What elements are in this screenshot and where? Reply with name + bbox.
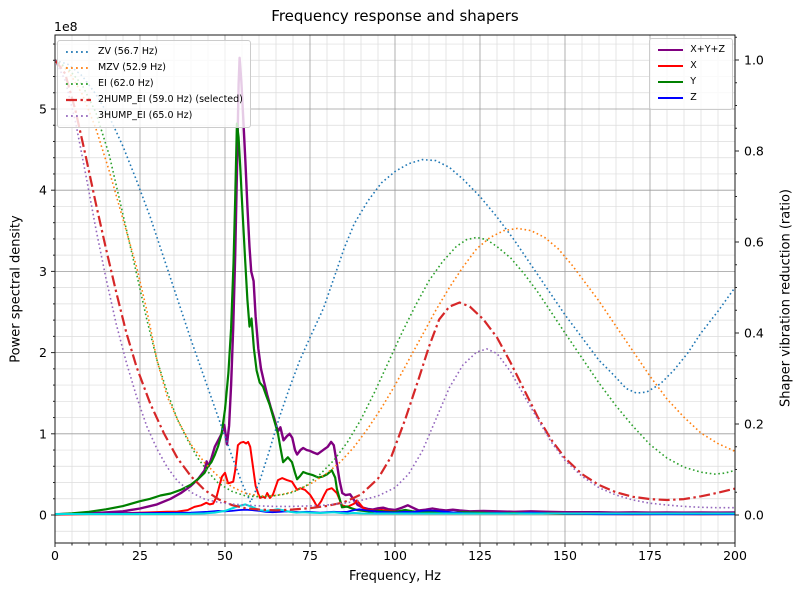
series-hump2_ei	[55, 59, 735, 512]
legend-line-sample	[658, 97, 684, 99]
x-tick-label: 50	[217, 548, 233, 563]
y-right-tick-label: 0.2	[744, 417, 764, 432]
legend-label: Y	[690, 76, 697, 87]
x-tick-label: 75	[302, 548, 318, 563]
y-axis-offset-text: 1e8	[54, 19, 78, 34]
y-left-tick-label: 3	[39, 264, 47, 279]
series-cyan_line	[55, 503, 735, 515]
x-tick-label: 0	[51, 548, 59, 563]
series-ei	[55, 59, 735, 498]
y-left-tick-label: 0	[39, 508, 47, 523]
legend-item-ei-62-0-hz: EI (62.0 Hz)	[65, 78, 243, 90]
legend-item-z: Z	[657, 92, 725, 104]
y-left-tick-label: 5	[39, 102, 47, 117]
legend-label: X+Y+Z	[690, 44, 725, 55]
x-axis-label: Frequency, Hz	[348, 569, 442, 584]
legend-shapers: ZV (56.7 Hz) MZV (52.9 Hz) EI (62.0 Hz) 2HU…	[57, 40, 251, 128]
legend-axes: X+Y+Z X Y Z	[649, 38, 733, 110]
legend-item-y: Y	[657, 76, 725, 88]
y-axis-left-label: Power spectral density	[8, 215, 24, 363]
legend-item-x: X	[657, 60, 725, 72]
tick-labels-group: 0 25 50 75 100 125 150 175 200 0 1 2 3 4 5 0.0 0.2 0.4 0.6…	[39, 53, 764, 564]
legend-line-sample	[66, 98, 91, 102]
legend-item-x+y+z: X+Y+Z	[657, 44, 725, 56]
legend-line-sample	[658, 65, 684, 67]
legend-label: Z	[690, 92, 697, 103]
series-group	[55, 56, 735, 516]
legend-label: 2HUMP_EI (59.0 Hz) (selected)	[98, 94, 243, 105]
legend-line-sample	[66, 83, 91, 85]
legend-line-sample	[66, 115, 91, 117]
legend-item-3hump-ei-65-0-hz: 3HUMP_EI (65.0 Hz)	[65, 110, 243, 122]
x-tick-label: 200	[723, 548, 747, 563]
ticks-group	[51, 36, 739, 547]
legend-item-2hump-ei-59-0-hz-selected: 2HUMP_EI (59.0 Hz) (selected)	[65, 94, 243, 106]
y-right-tick-label: 0.4	[744, 326, 764, 341]
legend-item-mzv-52-9-hz: MZV (52.9 Hz)	[65, 62, 243, 74]
legend-label: 3HUMP_EI (65.0 Hz)	[98, 110, 193, 121]
x-tick-label: 150	[553, 548, 577, 563]
legend-line-sample	[658, 81, 684, 83]
legend-label: MZV (52.9 Hz)	[98, 62, 166, 73]
legend-label: X	[690, 60, 697, 71]
chart-title: Frequency response and shapers	[271, 7, 519, 25]
series-psd_sum	[55, 56, 735, 516]
y-right-tick-label: 0.6	[744, 235, 764, 250]
x-tick-label: 25	[132, 548, 148, 563]
legend-item-zv-56-7-hz: ZV (56.7 Hz)	[65, 46, 243, 58]
series-mzv	[55, 59, 735, 497]
x-tick-label: 100	[383, 548, 407, 563]
series-zv	[55, 59, 735, 504]
legend-line-sample	[66, 51, 91, 53]
legend-line-sample	[66, 67, 91, 69]
legend-label: ZV (56.7 Hz)	[98, 46, 158, 57]
y-right-tick-label: 1.0	[744, 53, 764, 68]
y-left-tick-label: 4	[39, 183, 47, 198]
x-tick-label: 125	[468, 548, 492, 563]
y-left-tick-label: 1	[39, 426, 47, 441]
y-axis-right-label: Shaper vibration reduction (ratio)	[778, 189, 794, 407]
legend-line-sample	[658, 49, 684, 51]
x-tick-label: 175	[638, 548, 662, 563]
y-right-tick-label: 0.0	[744, 508, 764, 523]
y-right-tick-label: 0.8	[744, 144, 764, 159]
legend-label: EI (62.0 Hz)	[98, 78, 154, 89]
y-left-tick-label: 2	[39, 345, 47, 360]
